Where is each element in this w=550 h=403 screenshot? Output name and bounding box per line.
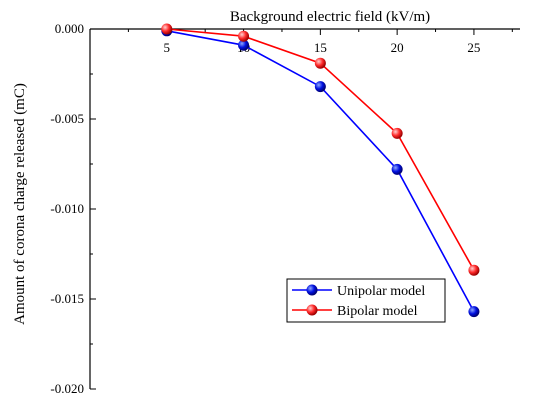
series-1-point [391,127,403,139]
legend-marker-unipolar [306,284,318,296]
series-1-point [161,23,173,35]
series-1-point [468,264,480,276]
x-axis-title: Background electric field (kV/m) [230,9,430,25]
y-tick-label: -0.005 [50,111,84,126]
series-1-point [314,57,326,69]
y-ticks: 0.000 -0.005 -0.010 -0.015 -0.020 [50,21,96,396]
x-tick-label: 15 [314,40,327,55]
x-ticks: 510152025 [127,29,513,55]
legend-label-bipolar: Bipolar model [337,304,418,319]
series-line-0 [166,30,475,312]
x-tick-label: 5 [164,40,171,55]
x-tick-label: 20 [391,40,404,55]
y-tick-label: -0.020 [50,381,84,396]
axes [89,28,520,389]
y-tick-label: -0.010 [50,201,84,216]
series-0-point [314,81,326,93]
series-0-point [468,306,480,318]
legend-label-unipolar: Unipolar model [337,284,425,299]
x-tick-label: 25 [467,40,480,55]
legend: Unipolar model Bipolar model [286,278,446,323]
series-1-point [238,30,250,42]
series-0-point [238,39,250,51]
series-0-point [391,163,403,175]
legend-item-bipolar: Bipolar model [292,304,418,319]
y-axis-title: Amount of corona charge released (mC) [12,83,28,325]
legend-marker-bipolar [306,304,318,316]
series-layer [161,23,480,318]
y-tick-label: -0.015 [50,291,84,306]
y-tick-label: 0.000 [55,21,84,36]
legend-item-unipolar: Unipolar model [292,284,425,299]
